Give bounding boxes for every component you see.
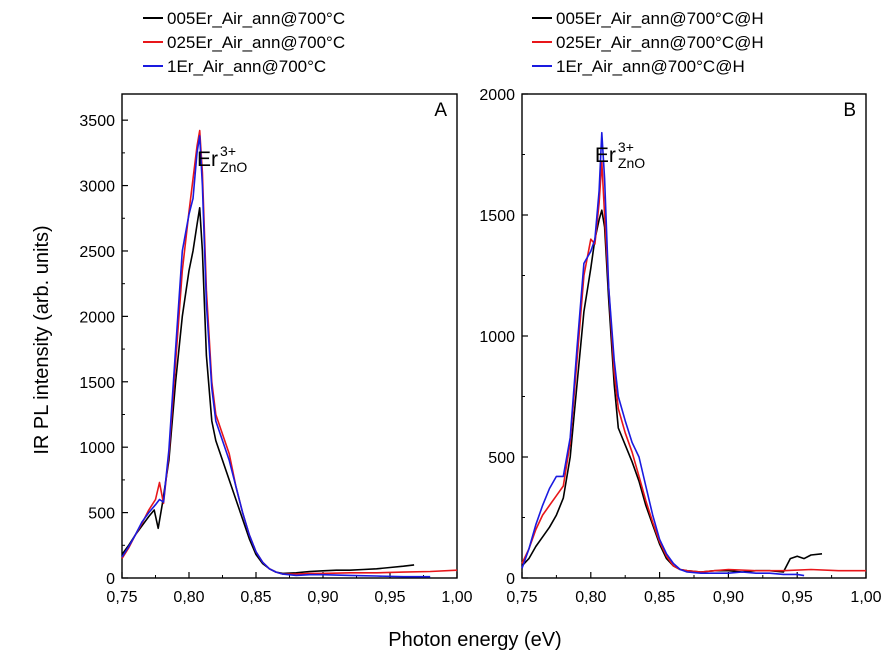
x-tick-label: 1,00 bbox=[850, 589, 881, 606]
y-tick-label: 3000 bbox=[79, 179, 115, 196]
series-line-3 bbox=[521, 131, 805, 577]
plot-frame bbox=[121, 93, 458, 579]
peak-annotation: Er 3+ZnO bbox=[197, 143, 247, 175]
y-tick-label: 2500 bbox=[79, 244, 115, 261]
legend-label-1: 005Er_Air_ann@700°C@H bbox=[556, 9, 764, 28]
x-tick-label: 0,80 bbox=[173, 589, 204, 606]
annotation-base: Er bbox=[595, 144, 616, 167]
x-tick-label: 0,85 bbox=[240, 589, 271, 606]
y-tick-label: 2000 bbox=[479, 87, 515, 104]
x-tick-label: 1,00 bbox=[441, 589, 472, 606]
series-line-2 bbox=[521, 161, 866, 573]
y-tick-label: 1000 bbox=[479, 329, 515, 346]
legend-label-3: 1Er_Air_ann@700°C bbox=[167, 57, 326, 76]
x-axis-title: Photon energy (eV) bbox=[388, 629, 561, 651]
y-tick-label: 500 bbox=[88, 506, 115, 523]
y-tick-label: 1500 bbox=[79, 375, 115, 392]
legend-label-2: 025Er_Air_ann@700°C bbox=[167, 33, 345, 52]
plot-frame bbox=[521, 93, 867, 579]
x-tick-label: 0,85 bbox=[644, 589, 675, 606]
annotation-superscript: 3+ bbox=[220, 143, 236, 159]
y-tick-label: 1000 bbox=[79, 440, 115, 457]
x-tick-label: 0,90 bbox=[307, 589, 338, 606]
y-tick-label: 0 bbox=[506, 571, 515, 588]
y-tick-label: 3500 bbox=[79, 113, 115, 130]
series-line-3 bbox=[121, 135, 431, 578]
panel-a: 0,75 0,80 0,85 0,90 0,95 1,00 0 500 1000 1500 2000… bbox=[79, 93, 473, 606]
legend-label-1: 005Er_Air_ann@700°C bbox=[167, 9, 345, 28]
legend-label-3: 1Er_Air_ann@700°C@H bbox=[556, 57, 745, 76]
series-line-1 bbox=[521, 209, 823, 573]
y-tick-label: 2000 bbox=[79, 309, 115, 326]
y-axis-title: IR PL intensity (arb. units) bbox=[31, 225, 53, 454]
series-line-1 bbox=[121, 207, 415, 575]
annotation-superscript: 3+ bbox=[618, 139, 634, 155]
y-tick-label: 0 bbox=[106, 571, 115, 588]
x-tick-label: 0,95 bbox=[782, 589, 813, 606]
series-line-2 bbox=[121, 129, 458, 575]
legend-label-2: 025Er_Air_ann@700°C@H bbox=[556, 33, 764, 52]
x-tick-label: 0,95 bbox=[374, 589, 405, 606]
panel-letter: B bbox=[843, 100, 856, 121]
x-tick-label: 0,75 bbox=[106, 589, 137, 606]
legend-a: 005Er_Air_ann@700°C 025Er_Air_ann@700°C 1E… bbox=[143, 9, 345, 76]
panel-letter: A bbox=[434, 100, 447, 121]
annotation-base: Er bbox=[197, 148, 218, 171]
y-tick-label: 500 bbox=[488, 450, 515, 467]
annotation-subscript: ZnO bbox=[220, 159, 247, 175]
peak-annotation: Er 3+ZnO bbox=[595, 139, 645, 171]
legend-b: 005Er_Air_ann@700°C@H 025Er_Air_ann@700°C… bbox=[532, 9, 764, 76]
panel-b: 0,75 0,80 0,85 0,90 0,95 1,00 0 500 1000 1500 2000… bbox=[479, 87, 881, 606]
annotation-subscript: ZnO bbox=[618, 155, 645, 171]
x-tick-label: 0,80 bbox=[575, 589, 606, 606]
x-tick-label: 0,75 bbox=[506, 589, 537, 606]
y-tick-label: 1500 bbox=[479, 208, 515, 225]
x-tick-label: 0,90 bbox=[713, 589, 744, 606]
